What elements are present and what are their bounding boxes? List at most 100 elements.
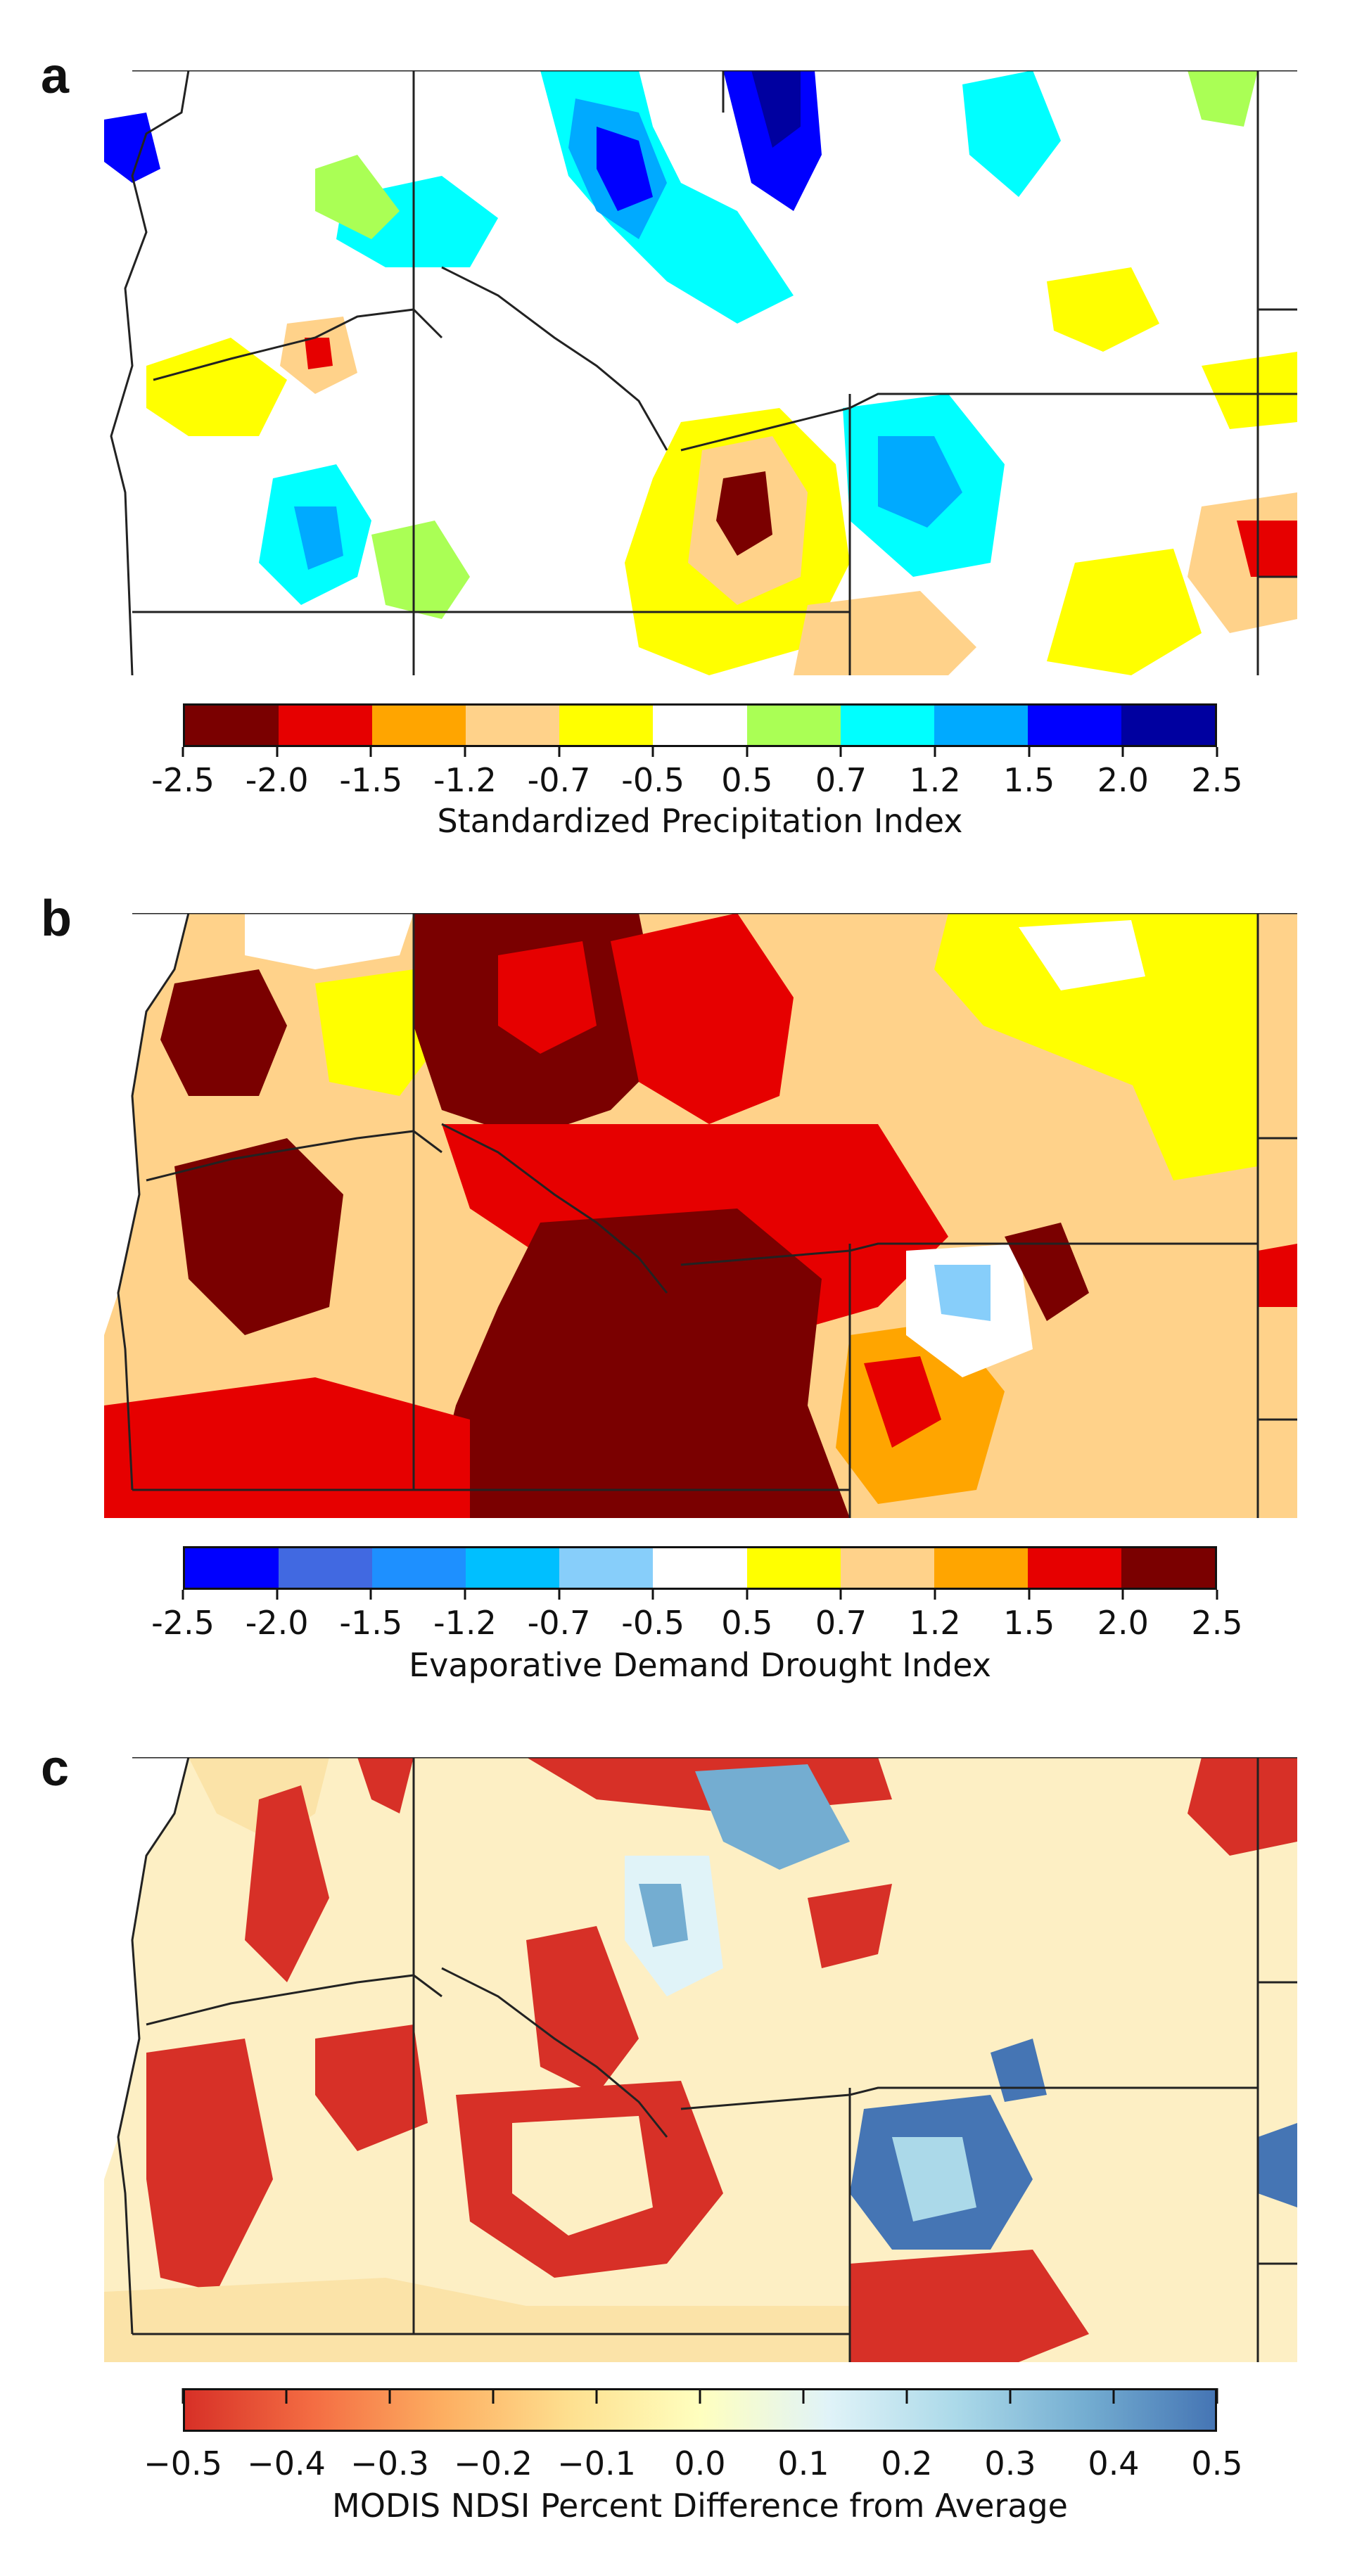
colorbar-tick [464, 1590, 466, 1600]
colorbar-tick-label: 0.5 [1191, 2444, 1243, 2482]
colorbar-segment [279, 1548, 373, 1588]
spi-colorbar-tick-labels: -2.5 -2.0 -1.5 -1.2 -0.7 -0.5 0.5 0.7 1.2 1.5 2.0 2… [151, 761, 1242, 799]
colorbar-segment [840, 706, 934, 745]
eddi-colorbar-tick-labels: -2.5 -2.0 -1.5 -1.2 -0.7 -0.5 0.5 0.7 1.2 1.5 2.0 2… [151, 1604, 1242, 1642]
colorbar-tick [746, 1590, 749, 1600]
colorbar-tick-label: 2.5 [1191, 761, 1243, 799]
colorbar-tick-label: −0.5 [144, 2444, 222, 2482]
colorbar-tick-label: 1.5 [1003, 761, 1055, 799]
colorbar-tick [905, 2388, 908, 2404]
colorbar-segment [934, 706, 1028, 745]
colorbar-tick [369, 747, 372, 757]
colorbar-tick [276, 1590, 279, 1600]
colorbar-segment [1027, 706, 1121, 745]
panel-c-letter: c [41, 1740, 70, 1797]
colorbar-tick [1112, 2388, 1115, 2404]
spi-colorbar [183, 703, 1217, 747]
colorbar-tick-label: -1.5 [339, 761, 403, 799]
colorbar-tick [1121, 747, 1124, 757]
colorbar-tick [1028, 747, 1031, 757]
ndsi-map [104, 1757, 1297, 2362]
colorbar-tick [1009, 2388, 1012, 2404]
colorbar-segment [840, 1548, 934, 1588]
colorbar-tick [182, 1590, 184, 1600]
colorbar-tick-label: -0.7 [527, 1604, 591, 1642]
colorbar-tick [1216, 1590, 1218, 1600]
colorbar-tick [388, 2388, 391, 2404]
colorbar-tick-label: -1.2 [433, 761, 497, 799]
colorbar-tick-label: 2.5 [1191, 1604, 1243, 1642]
colorbar-tick-label: 0.5 [721, 761, 773, 799]
colorbar-tick [699, 2388, 701, 2404]
colorbar-tick-label: −0.3 [350, 2444, 429, 2482]
colorbar-segment [746, 1548, 841, 1588]
eddi-colorbar-ticks [182, 1590, 1218, 1618]
colorbar-tick [651, 747, 654, 757]
colorbar-segment [653, 1548, 747, 1588]
panel-a-letter: a [41, 48, 70, 104]
colorbar-tick-label: 1.5 [1003, 1604, 1055, 1642]
ndsi-colorbar-tick-labels: −0.5 −0.4 −0.3 −0.2 −0.1 0.0 0.1 0.2 0.3 0.4 0.5 [144, 2444, 1242, 2482]
colorbar-tick-label: 0.4 [1088, 2444, 1140, 2482]
spi-colorbar-ticks [182, 747, 1218, 775]
colorbar-segment [466, 706, 560, 745]
colorbar-segment [372, 1548, 466, 1588]
colorbar-segment [1121, 706, 1216, 745]
colorbar-tick-label: 2.0 [1097, 1604, 1149, 1642]
colorbar-tick-label: 0.2 [881, 2444, 933, 2482]
eddi-map [104, 913, 1297, 1518]
colorbar-tick [934, 1590, 936, 1600]
colorbar-tick-label: 0.3 [984, 2444, 1036, 2482]
colorbar-segment [1121, 1548, 1216, 1588]
colorbar-tick-label: -2.5 [151, 761, 215, 799]
colorbar-tick [285, 2388, 288, 2404]
colorbar-tick-label: 0.5 [721, 1604, 773, 1642]
colorbar-tick [1216, 2388, 1218, 2404]
colorbar-segment [934, 1548, 1028, 1588]
spi-map [104, 70, 1297, 675]
colorbar-tick [182, 747, 184, 757]
eddi-colorbar-title: Evaporative Demand Drought Index [409, 1646, 991, 1684]
colorbar-tick-label: -1.2 [433, 1604, 497, 1642]
colorbar-tick-label: -2.5 [151, 1604, 215, 1642]
panel-b-letter: b [41, 891, 72, 947]
colorbar-tick-label: −0.1 [557, 2444, 636, 2482]
colorbar-tick-label: -2.0 [245, 1604, 309, 1642]
colorbar-tick-label: -1.5 [339, 1604, 403, 1642]
colorbar-tick-label: 1.2 [909, 761, 961, 799]
colorbar-tick [369, 1590, 372, 1600]
colorbar-segment [279, 706, 373, 745]
colorbar-segment [372, 706, 466, 745]
colorbar-tick-label: -0.7 [527, 761, 591, 799]
colorbar-tick [492, 2388, 495, 2404]
colorbar-tick [1121, 1590, 1124, 1600]
colorbar-tick [558, 1590, 561, 1600]
colorbar-tick [1028, 1590, 1031, 1600]
colorbar-tick-label: −0.2 [454, 2444, 533, 2482]
colorbar-tick [464, 747, 466, 757]
colorbar-tick-label: −0.4 [247, 2444, 326, 2482]
colorbar-segment [1027, 1548, 1121, 1588]
colorbar-tick [839, 1590, 842, 1600]
colorbar-tick [558, 747, 561, 757]
colorbar-tick [276, 747, 279, 757]
ndsi-colorbar-title: MODIS NDSI Percent Difference from Avera… [332, 2487, 1068, 2525]
colorbar-segment [466, 1548, 560, 1588]
eddi-colorbar [183, 1546, 1217, 1590]
colorbar-tick [1216, 747, 1218, 757]
colorbar-tick [595, 2388, 598, 2404]
colorbar-tick [839, 747, 842, 757]
colorbar-segment [185, 1548, 279, 1588]
colorbar-tick-label: -0.5 [621, 761, 685, 799]
colorbar-tick [802, 2388, 805, 2404]
colorbar-tick-label: 0.7 [815, 761, 867, 799]
colorbar-tick-label: -2.0 [245, 761, 309, 799]
colorbar-tick-label: -0.5 [621, 1604, 685, 1642]
colorbar-tick [182, 2388, 184, 2404]
colorbar-segment [559, 1548, 654, 1588]
colorbar-tick [746, 747, 749, 757]
colorbar-segment [746, 706, 841, 745]
colorbar-tick-label: 0.1 [777, 2444, 829, 2482]
spi-colorbar-title: Standardized Precipitation Index [437, 802, 963, 840]
colorbar-tick [934, 747, 936, 757]
